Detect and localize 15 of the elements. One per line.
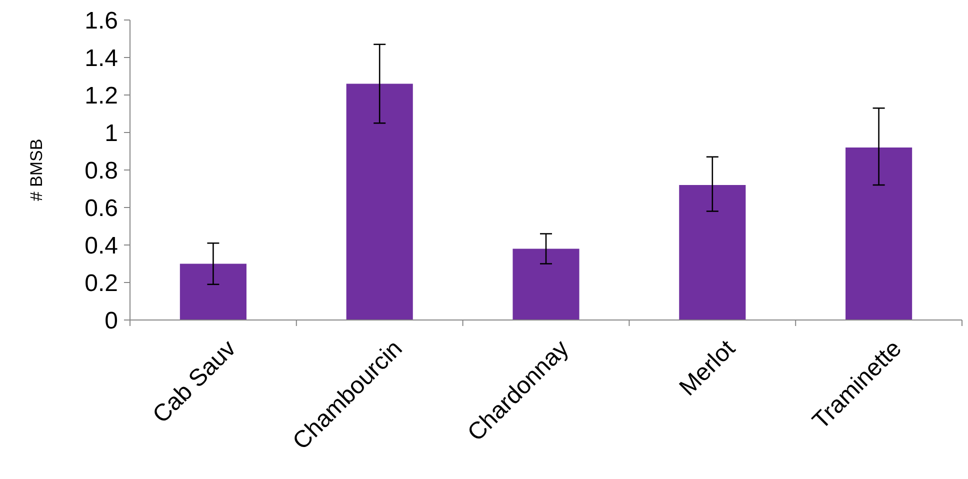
y-tick-label: 1.6: [84, 7, 118, 34]
y-axis-title: # BMSB: [27, 138, 46, 202]
y-tick-label: 1.4: [84, 44, 118, 72]
y-tick-label: 1.2: [84, 82, 118, 110]
bar: [679, 185, 746, 320]
y-tick-label: 0.6: [84, 194, 118, 222]
y-tick-label: 0.4: [84, 232, 118, 260]
y-tick-label: 0.2: [84, 270, 118, 297]
y-tick-label: 0: [104, 307, 118, 334]
bar: [846, 148, 912, 320]
bar: [512, 248, 580, 320]
y-tick-label: 0.8: [84, 157, 118, 184]
bar: [180, 264, 246, 320]
bar: [346, 84, 413, 320]
y-tick-label: 1: [104, 120, 118, 147]
